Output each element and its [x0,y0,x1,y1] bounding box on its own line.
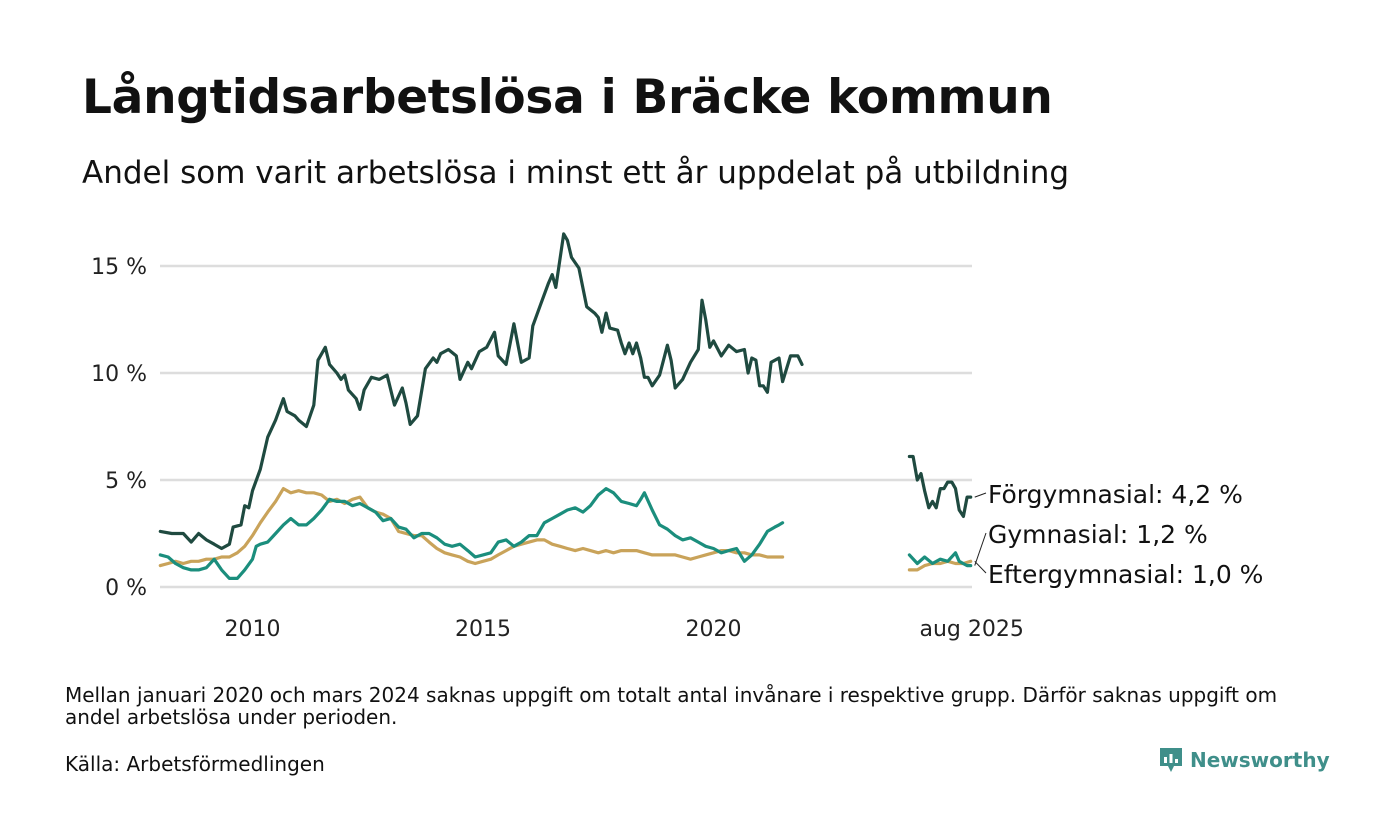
y-tick-label: 10 % [91,362,147,387]
x-axis-ticks: 2010 2015 2020 aug 2025 [225,617,1024,642]
x-tick-label: aug 2025 [919,617,1023,642]
series-line-gymnasial [907,551,973,568]
end-label-gymnasial: Gymnasial: 1,2 % [988,520,1208,549]
y-tick-label: 0 % [105,576,147,601]
series-line-eftergymnasial [158,487,785,568]
x-tick-label: 2020 [686,617,742,642]
newsworthy-logo-icon [1160,748,1182,772]
series-line-förgymnasial [158,232,804,551]
source-text: Källa: Arbetsförmedlingen [65,752,325,776]
x-tick-label: 2015 [455,617,511,642]
footnote: Mellan januari 2020 och mars 2024 saknas… [65,683,1278,729]
brand-name: Newsworthy [1190,748,1330,772]
y-tick-label: 15 % [91,255,147,280]
gridlines [160,264,972,589]
y-tick-label: 5 % [105,469,147,494]
brand-logo: Newsworthy [1158,746,1330,774]
y-axis-ticks: 0 % 5 % 10 % 15 % [91,255,147,601]
series-line-förgymnasial [907,454,973,518]
series-lines [158,232,973,580]
end-label-förgymnasial: Förgymnasial: 4,2 % [988,480,1243,509]
series-line-gymnasial [158,487,785,580]
chart-subtitle: Andel som varit arbetslösa i minst ett å… [82,155,1070,191]
end-labels: Förgymnasial: 4,2 % Gymnasial: 1,2 % Efter… [974,480,1263,589]
leader-line [974,532,987,566]
chart-title: Långtidsarbetslösa i Bräcke kommun [82,70,1053,125]
x-tick-label: 2010 [225,617,281,642]
leader-line [974,492,987,498]
line-chart: 0 % 5 % 10 % 15 % 2010 2015 2020 aug 2025 Förg… [91,232,1263,642]
leader-line [974,560,987,574]
end-label-eftergymnasial: Eftergymnasial: 1,0 % [988,560,1263,589]
